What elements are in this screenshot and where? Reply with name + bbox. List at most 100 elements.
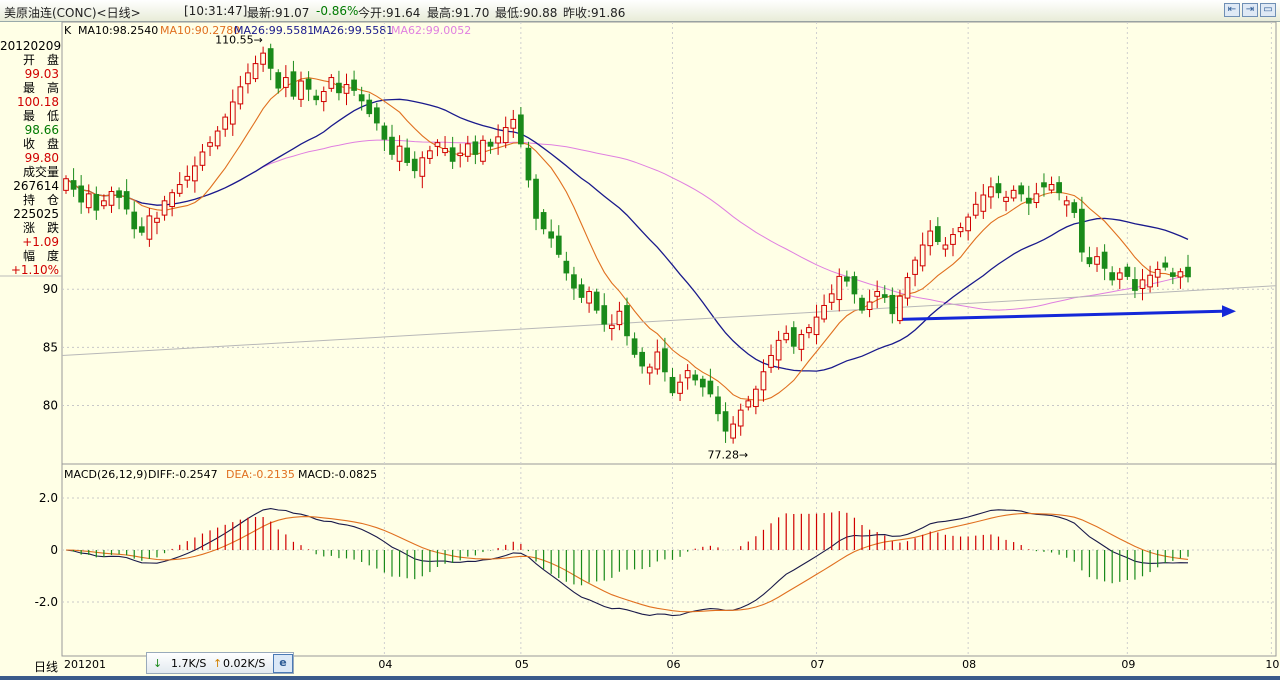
candle-body bbox=[571, 274, 577, 289]
info-open-label: 开 盘 bbox=[22, 53, 59, 67]
upload-icon: ↑ bbox=[213, 657, 223, 670]
candle-body bbox=[154, 217, 160, 223]
title-prev: 昨收:91.86 bbox=[563, 6, 626, 20]
month-label: 10 bbox=[1265, 658, 1279, 671]
bottom-bar bbox=[0, 676, 1280, 680]
legend-ma10-a: MA10:98.2540 bbox=[78, 24, 159, 37]
candle-body bbox=[775, 339, 782, 361]
ma10-line bbox=[65, 77, 1189, 401]
candle-body bbox=[1162, 262, 1169, 268]
candle-body bbox=[267, 48, 274, 69]
back-icon[interactable]: ⇤ bbox=[1224, 3, 1240, 17]
candle-body bbox=[646, 366, 653, 374]
info-oi-label: 持 仓 bbox=[22, 193, 59, 207]
candle-body bbox=[601, 305, 608, 325]
upload-rate: 0.02K/S bbox=[223, 657, 266, 670]
candle-body bbox=[373, 107, 380, 124]
candle-body bbox=[298, 80, 304, 100]
candle-body bbox=[995, 183, 1002, 194]
candle-body bbox=[692, 374, 699, 381]
info-high-value: 100.18 bbox=[17, 95, 59, 109]
candle-body bbox=[434, 142, 441, 147]
ie-icon[interactable]: e bbox=[273, 654, 293, 673]
candle-body bbox=[192, 165, 198, 182]
macd-tick-label: 0 bbox=[50, 543, 58, 557]
candle-body bbox=[927, 230, 934, 247]
month-label: 09 bbox=[1121, 658, 1135, 671]
restore-icon[interactable]: ▭ bbox=[1260, 3, 1276, 17]
candle-body bbox=[897, 295, 903, 322]
candle-body bbox=[866, 301, 873, 310]
title-low: 最低:90.88 bbox=[495, 6, 558, 20]
candle-body bbox=[699, 378, 706, 388]
month-label: 04 bbox=[378, 658, 392, 671]
low-annotation: 77.28→ bbox=[708, 449, 749, 462]
candle-body bbox=[343, 84, 350, 94]
candle-body bbox=[1086, 257, 1093, 265]
candle-body bbox=[548, 231, 555, 239]
candle-body bbox=[336, 82, 342, 94]
candle-body bbox=[1018, 185, 1025, 195]
candle-body bbox=[1132, 279, 1138, 291]
forward-icon[interactable]: ⇥ bbox=[1242, 3, 1258, 17]
candle-body bbox=[389, 136, 395, 155]
candle-body bbox=[237, 86, 244, 105]
candle-body bbox=[677, 381, 683, 394]
candle-body bbox=[518, 114, 524, 145]
candle-body bbox=[790, 327, 797, 347]
candle-body bbox=[70, 180, 77, 190]
instrument-name: 美原油连(CONC)<日线> bbox=[4, 6, 141, 20]
macd-legend-diff: DIFF:-0.2547 bbox=[148, 468, 218, 481]
candle-body bbox=[662, 348, 668, 373]
macd-tick-label: -2.0 bbox=[35, 595, 58, 609]
candle-body bbox=[684, 370, 691, 379]
candle-body bbox=[624, 305, 630, 337]
candle-body bbox=[669, 376, 676, 394]
candle-body bbox=[957, 227, 964, 233]
info-open-value: 99.03 bbox=[24, 67, 59, 81]
macd-tick-label: 2.0 bbox=[39, 491, 58, 505]
candle-body bbox=[116, 190, 122, 198]
candle-body bbox=[457, 152, 464, 157]
trendline-arrow bbox=[1222, 305, 1236, 318]
longterm-line bbox=[61, 285, 1277, 356]
candle-body bbox=[1101, 251, 1108, 269]
candle-body bbox=[881, 294, 888, 298]
candle-body bbox=[176, 184, 183, 194]
candle-body bbox=[934, 226, 941, 243]
candle-body bbox=[942, 244, 949, 250]
candle-body bbox=[722, 411, 729, 432]
candle-body bbox=[806, 327, 812, 334]
candle-body bbox=[138, 226, 145, 233]
candle-body bbox=[631, 338, 638, 355]
month-label: 06 bbox=[666, 658, 680, 671]
candle-body bbox=[737, 409, 744, 427]
candle-body bbox=[1154, 268, 1161, 278]
candle-body bbox=[1147, 274, 1153, 288]
candle-body bbox=[411, 158, 418, 172]
info-oi-value: 225025 bbox=[13, 207, 59, 221]
candle-body bbox=[753, 388, 759, 408]
month-label: 07 bbox=[811, 658, 825, 671]
macd-panel bbox=[61, 463, 1277, 657]
candle-body bbox=[965, 216, 971, 232]
candle-body bbox=[222, 116, 229, 130]
candle-body bbox=[1079, 208, 1085, 253]
candle-body bbox=[851, 276, 858, 295]
candle-body bbox=[199, 151, 206, 166]
candle-body bbox=[1033, 193, 1040, 204]
candle-body bbox=[510, 118, 517, 129]
candle-body bbox=[207, 142, 213, 147]
candle-body bbox=[1025, 197, 1032, 204]
candle-body bbox=[214, 130, 221, 147]
candle-body bbox=[487, 141, 494, 147]
candle-body bbox=[472, 141, 479, 155]
candle-body bbox=[821, 304, 827, 320]
legend-k: K bbox=[64, 24, 72, 37]
candle-body bbox=[480, 139, 486, 162]
month-label: 08 bbox=[962, 658, 976, 671]
candle-body bbox=[404, 147, 410, 163]
candle-body bbox=[745, 400, 752, 408]
candle-body bbox=[184, 175, 191, 181]
